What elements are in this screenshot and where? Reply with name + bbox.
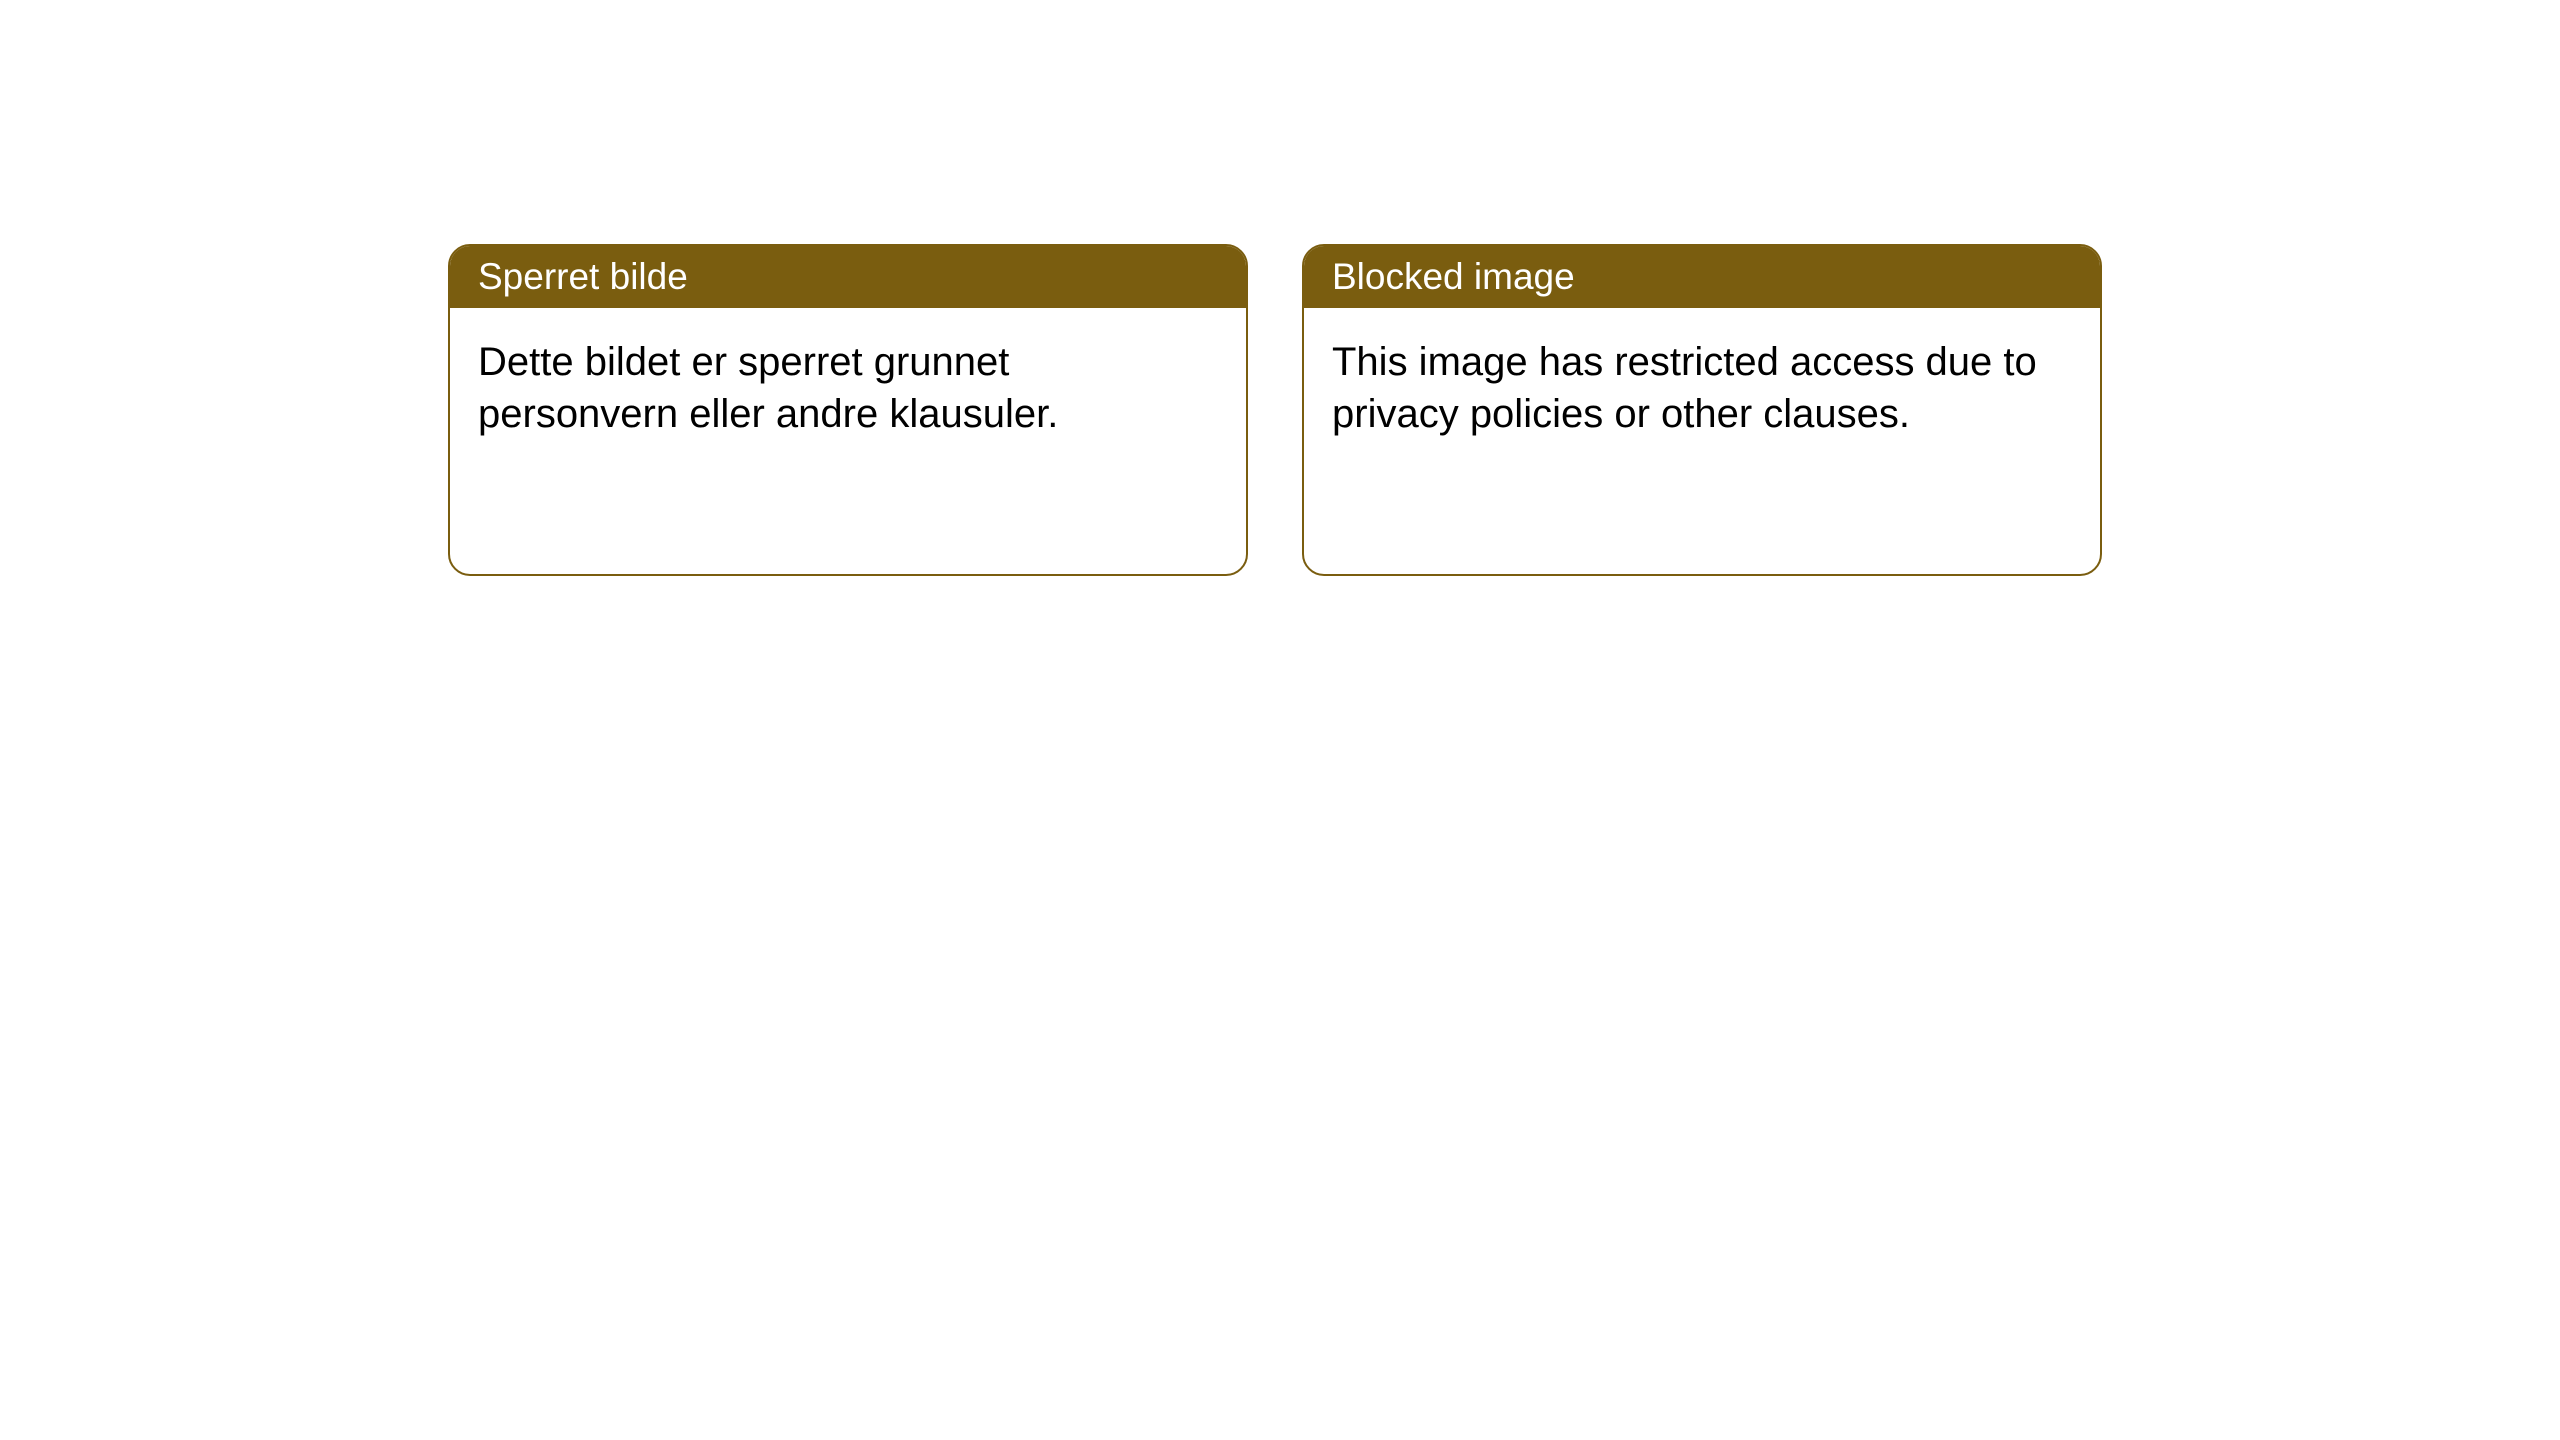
notice-cards-container: Sperret bilde Dette bildet er sperret gr… (448, 244, 2102, 576)
notice-card-norwegian: Sperret bilde Dette bildet er sperret gr… (448, 244, 1248, 576)
card-header: Sperret bilde (450, 246, 1246, 308)
card-body-text: This image has restricted access due to … (1332, 340, 2037, 436)
card-body: Dette bildet er sperret grunnet personve… (450, 308, 1246, 468)
card-header: Blocked image (1304, 246, 2100, 308)
card-header-text: Sperret bilde (478, 256, 688, 297)
card-body-text: Dette bildet er sperret grunnet personve… (478, 340, 1058, 436)
card-body: This image has restricted access due to … (1304, 308, 2100, 468)
card-header-text: Blocked image (1332, 256, 1575, 297)
notice-card-english: Blocked image This image has restricted … (1302, 244, 2102, 576)
